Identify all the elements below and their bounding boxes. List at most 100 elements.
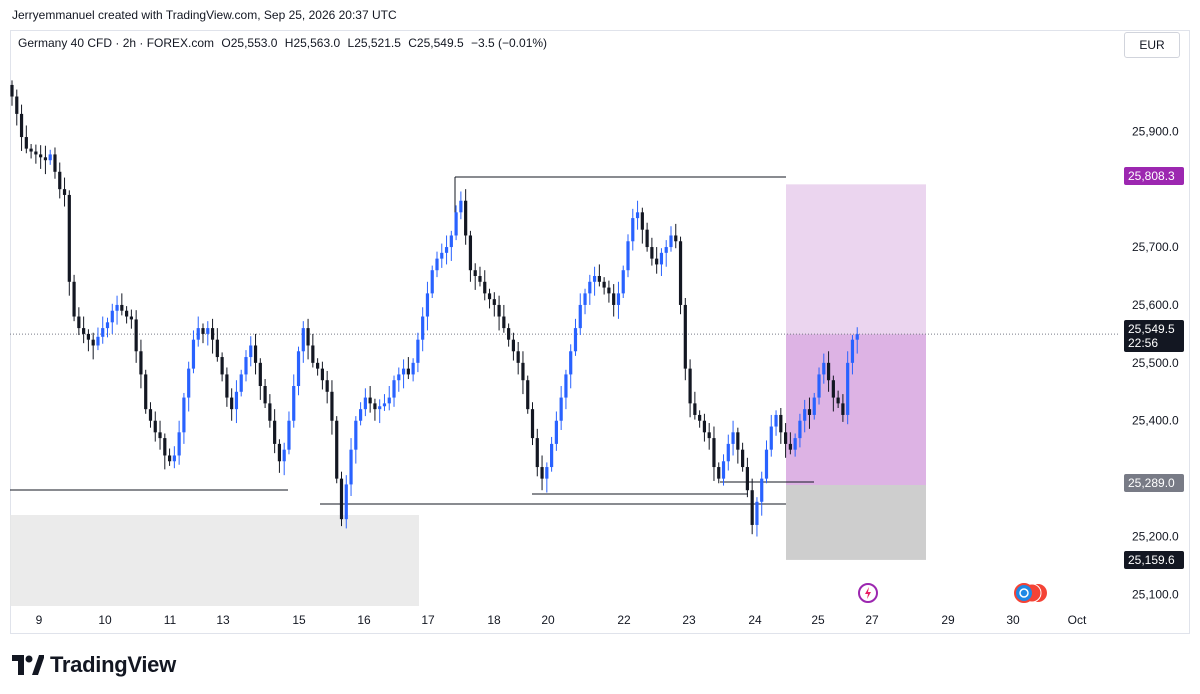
candle-body bbox=[602, 281, 606, 288]
lightning-event-icon[interactable] bbox=[858, 583, 878, 603]
candle-body bbox=[234, 391, 239, 410]
candle-body bbox=[153, 420, 157, 433]
time-tick-label: 17 bbox=[421, 613, 435, 627]
candle-body bbox=[421, 316, 425, 340]
candle-body bbox=[210, 328, 215, 340]
candle-body bbox=[373, 403, 377, 410]
candle-body bbox=[612, 293, 616, 305]
candle-body bbox=[769, 426, 773, 450]
brand-name: TradingView bbox=[50, 652, 176, 677]
tradingview-logo-icon bbox=[12, 655, 44, 675]
candle-body bbox=[516, 351, 520, 363]
change-value: −3.5 (−0.01%) bbox=[470, 36, 548, 50]
candle-body bbox=[444, 247, 449, 253]
current-price-tag: 25,549.5 22:56 bbox=[1124, 320, 1184, 352]
candle-body bbox=[311, 345, 315, 363]
candle-body bbox=[707, 432, 711, 439]
time-tick-label: 24 bbox=[748, 613, 762, 627]
candle-body bbox=[187, 368, 191, 398]
candle-body bbox=[397, 374, 401, 381]
candle-body bbox=[535, 438, 539, 468]
candle-body bbox=[177, 432, 181, 456]
candle-body bbox=[502, 316, 506, 329]
time-tick-label: 22 bbox=[617, 613, 631, 627]
candle-body bbox=[659, 252, 664, 265]
candle-body bbox=[62, 189, 67, 195]
tradingview-logo[interactable]: TradingView bbox=[12, 652, 176, 678]
candle-body bbox=[750, 490, 754, 525]
candle-body bbox=[674, 235, 678, 242]
demand-zone-box bbox=[10, 515, 419, 606]
candle-body bbox=[807, 409, 812, 415]
candle-body bbox=[163, 438, 167, 456]
candle-body bbox=[339, 478, 344, 520]
candle-body bbox=[478, 276, 482, 282]
stop-zone bbox=[786, 485, 926, 560]
candle-body bbox=[440, 252, 444, 259]
candle-body bbox=[831, 380, 835, 398]
candle-body bbox=[850, 339, 855, 363]
candle-body bbox=[669, 235, 673, 248]
candle-body bbox=[316, 362, 320, 369]
price-tick-label: 25,900.0 bbox=[1132, 124, 1179, 138]
candle-body bbox=[492, 299, 496, 305]
candle-body bbox=[230, 397, 234, 410]
candle-body bbox=[91, 339, 95, 346]
candle-body bbox=[206, 328, 210, 334]
price-tick-label: 25,200.0 bbox=[1132, 530, 1179, 544]
candle-body bbox=[693, 403, 697, 415]
candle-body bbox=[841, 403, 845, 415]
candle-body bbox=[650, 247, 654, 259]
time-tick-label: 23 bbox=[682, 613, 696, 627]
candle-body bbox=[201, 328, 205, 334]
candle-body bbox=[554, 420, 558, 444]
candle-body bbox=[125, 310, 129, 317]
candle-body bbox=[640, 212, 644, 230]
candle-body bbox=[521, 362, 525, 381]
candle-body bbox=[803, 409, 807, 421]
currency-button[interactable]: EUR bbox=[1124, 32, 1180, 58]
candle-body bbox=[191, 339, 196, 369]
candle-body bbox=[82, 328, 86, 334]
candle-body bbox=[678, 241, 683, 305]
candle-body bbox=[783, 432, 788, 444]
candle-body bbox=[664, 247, 668, 253]
candle-body bbox=[468, 235, 473, 271]
candle-body bbox=[846, 362, 850, 415]
candle-body bbox=[96, 336, 100, 346]
candle-body bbox=[540, 467, 544, 479]
price-tick-label: 25,600.0 bbox=[1132, 298, 1179, 312]
candle-body bbox=[559, 397, 563, 421]
candle-body bbox=[607, 287, 611, 294]
candle-body bbox=[530, 409, 535, 439]
price-axis: 25,100.025,200.025,300.025,400.025,500.0… bbox=[1132, 124, 1179, 601]
candle-body bbox=[793, 438, 797, 450]
candle-body bbox=[578, 304, 582, 329]
symbol-label[interactable]: Germany 40 CFD · 2h · FOREX.com bbox=[18, 36, 215, 50]
chart-frame[interactable] bbox=[10, 30, 1190, 634]
candle-body bbox=[368, 397, 372, 404]
candle-body bbox=[382, 403, 387, 407]
price-tick-label: 25,100.0 bbox=[1132, 587, 1179, 601]
candle-body bbox=[39, 154, 43, 158]
time-tick-label: 20 bbox=[541, 613, 555, 627]
candle-body bbox=[335, 420, 339, 479]
candle-body bbox=[144, 374, 148, 410]
candle-body bbox=[755, 501, 759, 525]
candle-body bbox=[301, 328, 305, 352]
candle-body bbox=[344, 484, 348, 520]
candle-body bbox=[101, 328, 105, 337]
candle-body bbox=[330, 391, 334, 421]
candle-body bbox=[702, 420, 707, 433]
candle-body bbox=[449, 235, 453, 248]
economic-event-icons[interactable] bbox=[1012, 583, 1052, 603]
candle-body bbox=[287, 420, 291, 450]
position-zones bbox=[10, 184, 926, 606]
candle-body bbox=[764, 449, 769, 479]
time-tick-label: 10 bbox=[98, 613, 112, 627]
candle-body bbox=[721, 461, 726, 479]
candle-body bbox=[550, 443, 554, 468]
candle-body bbox=[406, 368, 410, 375]
candle-body bbox=[798, 420, 802, 439]
